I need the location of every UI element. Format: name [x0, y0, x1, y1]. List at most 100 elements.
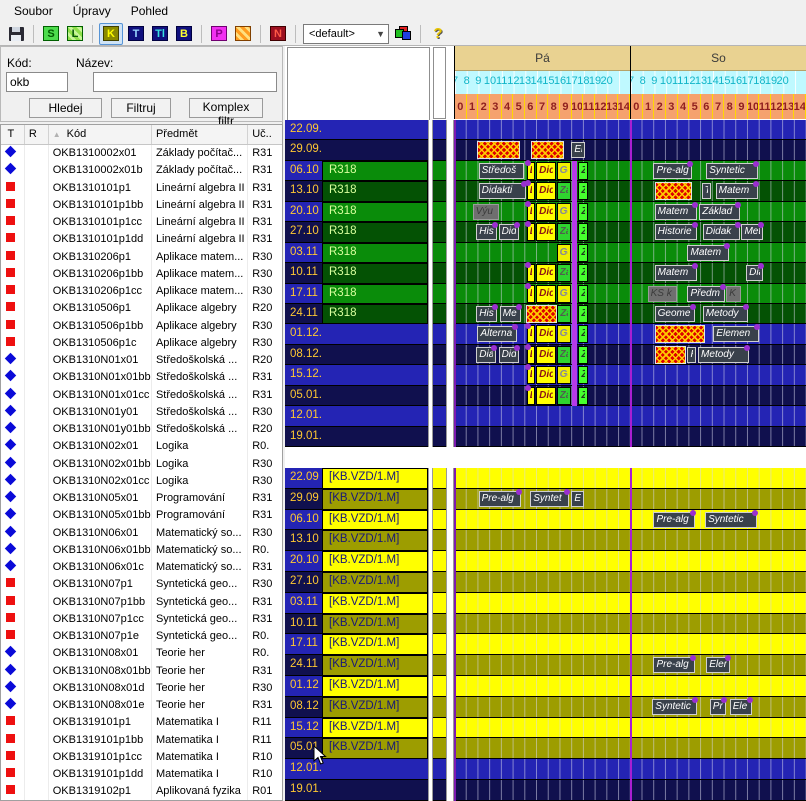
grid-row[interactable]: Pre-alg Eler [454, 655, 806, 676]
grid-row[interactable] [454, 551, 806, 572]
event-block[interactable]: Dia [746, 263, 764, 282]
grid-row[interactable]: Středoš D Did Ge Z Pre-alg Syntetic [454, 159, 806, 182]
event-block[interactable]: Zá [556, 182, 572, 201]
grid-row[interactable]: Ge Z Matem [454, 242, 806, 264]
grid-row[interactable]: Syntetic Pre Ele [454, 696, 806, 718]
grid-row[interactable]: Výu D Did Ge Z Matem Základ [454, 200, 806, 223]
event-block[interactable]: Pre-alg [653, 509, 696, 528]
table-row[interactable]: OKB1310N08x01d Teorie her R30 [1, 679, 282, 697]
event-block[interactable]: Historie [654, 222, 698, 241]
timetable-row[interactable]: 12.01. [285, 759, 806, 780]
date-label[interactable]: 10.11 [285, 613, 322, 635]
date-label[interactable]: 03.11 [285, 242, 322, 264]
table-row[interactable]: OKB1310N01y01 Středoškolská ... R30 [1, 403, 282, 421]
event-block[interactable]: Did [536, 223, 557, 242]
table-row[interactable]: OKB1310N06x01bb Matematický so... R0. [1, 541, 282, 559]
table-row[interactable]: OKB1310506p1c Aplikace algebry R30 [1, 334, 282, 352]
timetable-row[interactable]: 03.11 [KB.VZD/1.M] [285, 592, 806, 614]
event-block[interactable]: Did [536, 366, 557, 385]
room-label[interactable]: R318 [322, 283, 428, 304]
date-label[interactable]: 12.01. [285, 406, 428, 427]
room-label[interactable]: [KB.VZD/1.M] [322, 551, 428, 572]
table-row[interactable]: OKB1310206p1cc Aplikace matem... R30 [1, 283, 282, 301]
room-label[interactable]: [KB.VZD/1.M] [322, 530, 428, 552]
grid-row[interactable] [454, 426, 806, 447]
table-row[interactable]: OKB1310N07p1bb Syntetická geo... R31 [1, 593, 282, 611]
event-block[interactable]: Z [578, 202, 588, 221]
toolbar-n-button[interactable]: N [267, 24, 289, 44]
room-label[interactable]: [KB.VZD/1.M] [322, 488, 428, 510]
timetable-row[interactable]: 19.01. [285, 426, 806, 447]
date-label[interactable]: 29.09 [285, 488, 322, 510]
table-row[interactable]: OKB1310N01x01 Středoškolská ... R20 [1, 352, 282, 370]
table-row[interactable]: OKB1310206p1 Aplikace matem... R30 [1, 248, 282, 266]
grid-row[interactable] [454, 571, 806, 593]
event-block[interactable]: His [476, 303, 499, 322]
room-label[interactable]: [KB.VZD/1.M] [322, 738, 428, 760]
table-row[interactable]: OKB1310506p1 Aplikace algebry R20 [1, 300, 282, 318]
table-row[interactable]: OKB1310206p1bb Aplikace matem... R30 [1, 265, 282, 283]
event-block[interactable] [654, 325, 706, 344]
event-block[interactable]: Did [536, 264, 557, 283]
menu-upravy[interactable]: Úpravy [72, 4, 111, 18]
table-row[interactable]: OKB1319101p1dd Matematika I R10 [1, 766, 282, 784]
room-label[interactable]: R318 [322, 160, 428, 182]
grid-row[interactable] [454, 530, 806, 552]
event-block[interactable]: Did [536, 284, 557, 303]
table-row[interactable]: OKB1310N02x01cc Logika R30 [1, 472, 282, 490]
table-row[interactable]: OKB1310N05x01 Programování R31 [1, 490, 282, 508]
menu-soubor[interactable]: Soubor [14, 4, 53, 18]
date-label[interactable]: 20.10 [285, 201, 322, 223]
event-block[interactable]: Matem [687, 242, 730, 261]
toolbar-tl-button[interactable]: Tl [149, 24, 171, 44]
event-block[interactable]: Středoš [478, 162, 525, 179]
date-label[interactable]: 17.11 [285, 634, 322, 656]
filtruj-button[interactable]: Filtruj [111, 98, 171, 118]
event-block[interactable]: Pre [709, 696, 728, 715]
date-label[interactable]: 06.10 [285, 509, 322, 531]
toolbar-b-button[interactable]: B [173, 24, 195, 44]
event-block[interactable]: Metody [702, 303, 750, 322]
event-block[interactable]: Eler [706, 655, 731, 674]
event-block[interactable] [654, 182, 693, 201]
column-header-ucebna[interactable]: Uč.. [252, 128, 272, 140]
event-block[interactable]: K [726, 285, 742, 302]
date-label[interactable]: 15.12. [285, 365, 428, 386]
toolbar-colors-button[interactable] [392, 24, 414, 44]
date-label[interactable]: 03.11 [285, 592, 322, 614]
event-block[interactable]: Te [701, 183, 711, 200]
event-block[interactable]: Z [578, 223, 588, 242]
table-row[interactable]: OKB1310N01x01cc Středoškolská ... R31 [1, 386, 282, 404]
grid-row[interactable] [454, 779, 806, 801]
timetable-row[interactable]: 22.09 [KB.VZD/1.M] [285, 468, 806, 489]
timetable-row[interactable]: 29.09[KB.VZD/1.M] Pre-alg Syntet Ei [285, 488, 806, 510]
column-header-r[interactable]: R [25, 125, 49, 144]
grid-row[interactable] [454, 592, 806, 614]
grid-row[interactable]: Ei [454, 140, 806, 161]
timetable-row[interactable]: 15.12. D Did Ge Z [285, 364, 806, 386]
event-block[interactable]: Ei [571, 142, 586, 159]
event-block[interactable]: Did [498, 344, 520, 363]
room-label[interactable]: R318 [322, 263, 428, 284]
toolbar-s-button[interactable]: S [40, 24, 62, 44]
event-block[interactable]: Z [578, 284, 588, 303]
event-block[interactable]: Metody [698, 344, 750, 363]
event-block[interactable]: Z [578, 182, 588, 201]
event-block[interactable]: Alterna [477, 324, 519, 343]
date-label[interactable]: 24.11 [285, 303, 322, 325]
room-label[interactable]: [KB.VZD/1.M] [322, 717, 428, 739]
table-row[interactable]: OKB1310N02x01bb Logika R30 [1, 455, 282, 473]
event-block[interactable]: Syntetic [652, 696, 698, 715]
table-row[interactable]: OKB1310N06x01 Matematický so... R30 [1, 524, 282, 542]
table-row[interactable]: OKB1310N01x01bb Středoškolská ... R31 [1, 369, 282, 387]
table-row[interactable]: OKB1310N01y01bb Středoškolská ... R20 [1, 421, 282, 439]
room-label[interactable]: R318 [322, 303, 428, 325]
table-row[interactable]: OKB1319101p1bb Matematika I R11 [1, 731, 282, 749]
event-block[interactable]: H [687, 346, 696, 363]
column-header-predmet[interactable]: Předmět [152, 125, 249, 144]
grid-row[interactable] [454, 120, 806, 141]
